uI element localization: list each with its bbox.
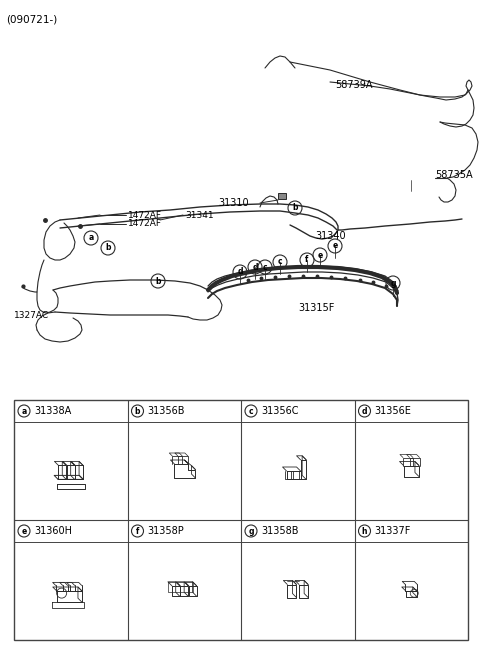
- Text: f: f: [136, 527, 139, 535]
- Text: d: d: [362, 407, 367, 415]
- Text: 1472AF: 1472AF: [128, 211, 162, 220]
- Text: 1472AF: 1472AF: [128, 220, 162, 228]
- Text: d: d: [237, 268, 243, 276]
- Text: 31358P: 31358P: [147, 526, 184, 536]
- Text: c: c: [249, 407, 253, 415]
- Text: 31356B: 31356B: [147, 406, 185, 416]
- Text: 1327AC: 1327AC: [14, 310, 49, 319]
- Text: g: g: [390, 279, 396, 287]
- Text: a: a: [22, 407, 26, 415]
- Text: 31310: 31310: [218, 198, 249, 208]
- Bar: [278, 193, 286, 199]
- Text: h: h: [362, 527, 367, 535]
- Text: b: b: [135, 407, 140, 415]
- Text: d: d: [252, 262, 258, 272]
- Text: 31340: 31340: [315, 231, 346, 241]
- Text: g: g: [248, 527, 254, 535]
- Text: c: c: [278, 258, 282, 266]
- Text: 31356C: 31356C: [261, 406, 299, 416]
- Text: e: e: [22, 527, 26, 535]
- Text: 31338A: 31338A: [34, 406, 71, 416]
- Bar: [14, 400, 468, 640]
- Text: (090721-): (090721-): [6, 14, 57, 24]
- Text: 31356E: 31356E: [374, 406, 411, 416]
- Text: 58739A: 58739A: [335, 80, 372, 90]
- Text: b: b: [105, 243, 111, 253]
- Text: a: a: [88, 234, 94, 243]
- Text: e: e: [332, 241, 337, 251]
- Text: 58735A: 58735A: [435, 170, 473, 180]
- Text: c: c: [263, 262, 267, 272]
- Text: b: b: [292, 203, 298, 213]
- Text: 31337F: 31337F: [374, 526, 411, 536]
- Text: e: e: [317, 251, 323, 260]
- Text: 31341: 31341: [185, 211, 214, 220]
- Text: f: f: [305, 255, 309, 264]
- Text: 31360H: 31360H: [34, 526, 72, 536]
- Text: b: b: [155, 276, 161, 285]
- Text: 31358B: 31358B: [261, 526, 299, 536]
- Text: 31315F: 31315F: [298, 303, 335, 313]
